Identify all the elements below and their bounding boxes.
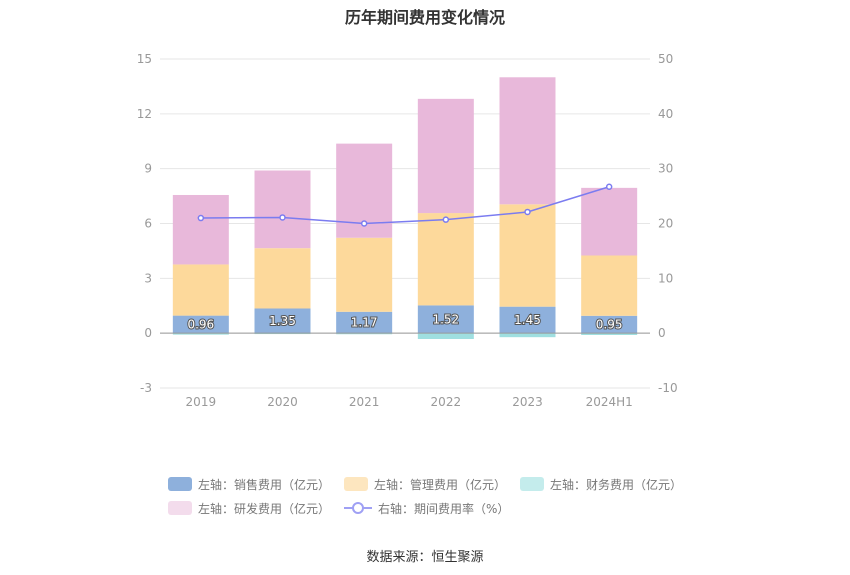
right-axis-tick: 20 <box>658 217 673 231</box>
expense-ratio-line <box>200 186 610 225</box>
source-note: 数据来源：恒生聚源 <box>366 550 484 565</box>
right-axis-tick: 0 <box>658 326 666 340</box>
legend-item-admin[interactable]: 左轴：管理费用（亿元） <box>344 476 506 493</box>
expense-ratio-point <box>279 214 286 221</box>
expense-ratio-point <box>442 216 450 223</box>
bar-rnd <box>254 170 311 249</box>
left-axis-tick: -3 <box>140 381 152 395</box>
bar-admin <box>172 264 229 316</box>
legend-swatch-admin <box>344 477 369 491</box>
legend-label-sales: 左轴：销售费用（亿元） <box>198 477 331 492</box>
x-axis-tick: 2020 <box>267 395 298 409</box>
bar-finance <box>581 333 638 335</box>
legend-item-expense-ratio[interactable]: 右轴：期间费用率（%） <box>344 500 509 517</box>
legend-label-rnd: 左轴：研发费用（亿元） <box>198 501 331 516</box>
legend-label-admin: 左轴：管理费用（亿元） <box>374 477 507 492</box>
expense-ratio-point <box>524 208 531 216</box>
legend-swatch-rnd <box>168 501 192 515</box>
legend-label-expense-ratio: 右轴：期间费用率（%） <box>378 501 510 516</box>
right-axis-tick: 50 <box>658 52 673 66</box>
right-axis-tick: 30 <box>658 162 673 176</box>
left-axis-tick: 0 <box>144 326 152 340</box>
x-axis-tick: 2021 <box>349 395 380 409</box>
legend-swatch-sales <box>168 477 192 491</box>
legend-swatch-finance <box>520 477 545 491</box>
legend: 左轴：销售费用（亿元） 左轴：管理费用（亿元） 左轴：财务费用（亿元） 左轴：研… <box>168 472 728 520</box>
bar-value-label: 0.95 <box>596 317 623 331</box>
bar-sales <box>499 306 556 334</box>
expense-ratio-point <box>360 220 368 227</box>
bar-sales <box>417 305 474 334</box>
bar-value-label: 0.96 <box>187 317 214 331</box>
right-axis-tick: 40 <box>658 107 673 121</box>
bar-admin <box>336 237 393 312</box>
bar-finance <box>499 333 556 338</box>
expense-ratio-point <box>197 214 205 222</box>
bar-admin <box>499 204 556 307</box>
grid-lines <box>160 58 650 389</box>
bar-sales <box>254 308 311 334</box>
chart-canvas: 0.96 1.35 1.17 1.52 1.45 0.95 15129630-350403… <box>137 52 678 409</box>
left-axis-tick: 9 <box>144 162 152 176</box>
x-axis-tick: 2022 <box>431 395 462 409</box>
left-axis-tick: 15 <box>137 52 152 66</box>
bar-sales <box>336 311 393 334</box>
bar-finance <box>172 333 229 335</box>
chart-title: 历年期间费用变化情况 <box>344 8 505 27</box>
bar-rnd <box>499 77 556 205</box>
bar-rnd <box>581 187 638 256</box>
right-axis-tick: -10 <box>658 381 678 395</box>
left-axis-tick: 12 <box>137 107 152 121</box>
legend-item-rnd[interactable]: 左轴：研发费用（亿元） <box>168 500 330 517</box>
bar-finance <box>417 333 474 340</box>
bar-admin <box>581 255 638 316</box>
x-axis-tick: 2023 <box>512 395 543 409</box>
bar-labels-group: 0.96 1.35 1.17 1.52 1.45 0.95 <box>186 311 623 332</box>
right-axis-tick: 10 <box>658 271 673 285</box>
legend-line-icon <box>344 502 373 514</box>
bar-admin <box>254 248 311 309</box>
bar-sales <box>172 315 229 334</box>
bar-value-label: 1.45 <box>514 313 541 327</box>
x-axis-tick: 2024H1 <box>586 395 633 409</box>
legend-label-finance: 左轴：财务费用（亿元） <box>550 477 683 492</box>
bar-value-label: 1.35 <box>269 314 296 328</box>
x-axis-tick: 2019 <box>186 395 217 409</box>
bar-value-label: 1.17 <box>351 315 378 329</box>
bars-group <box>172 77 638 340</box>
legend-item-sales[interactable]: 左轴：销售费用（亿元） <box>168 476 330 493</box>
left-axis-tick: 6 <box>144 217 152 231</box>
legend-item-finance[interactable]: 左轴：财务费用（亿元） <box>520 476 682 493</box>
bar-sales <box>581 315 638 334</box>
line-series-group <box>197 183 613 227</box>
left-axis-tick: 3 <box>144 271 152 285</box>
bar-admin <box>417 213 474 306</box>
expense-ratio-point <box>605 183 613 191</box>
bar-rnd <box>417 98 474 214</box>
bar-rnd <box>172 194 229 265</box>
bar-finance <box>336 333 393 335</box>
bar-value-label: 1.52 <box>432 312 459 326</box>
